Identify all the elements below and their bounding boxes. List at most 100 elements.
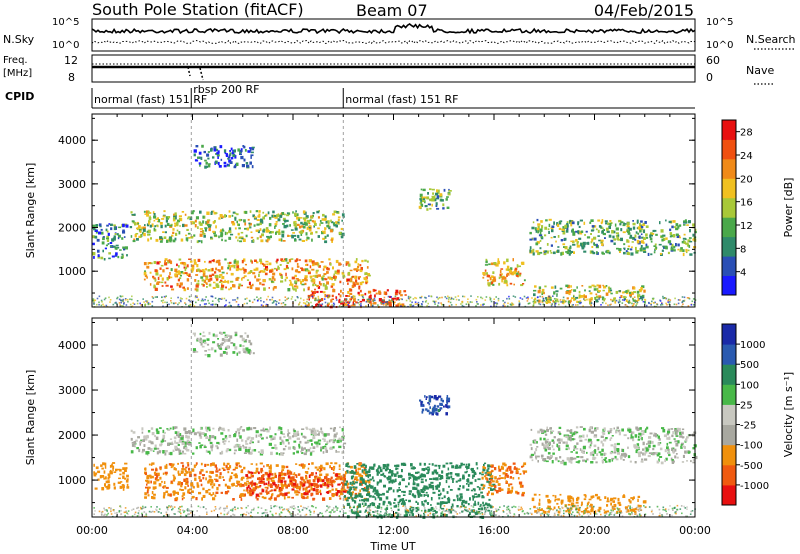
colorbar-tick-label: 12 [740,221,753,232]
colorbar-segment [722,424,736,446]
y-tick-label: 2000 [58,222,86,235]
velocity-panel: 1000 2000 3000 4000 Slant Range [km] -1000 -50… [24,317,795,519]
echo-region [143,258,371,292]
freq-panel-frame [91,54,696,83]
echo-region [244,471,346,497]
cpid-label: CPID [5,90,34,103]
colorbar-tick-label: -100 [740,441,763,452]
echo-region [481,462,528,497]
echo-region [529,426,698,466]
colorbar-segment [722,178,736,199]
y-tick-label: 2000 [58,429,86,442]
y-tick-label: 4000 [58,339,86,352]
noise-top-tick: 10^5 [52,17,79,28]
freq-bottom-tick: 8 [68,71,75,84]
colorbar-segment [722,464,736,486]
echo-region [92,223,129,261]
x-tick-label: 00:00 [76,524,108,537]
beam-label: Beam 07 [356,1,428,20]
x-tick-label: 04:00 [177,524,209,537]
nave-bottom-tick: 0 [706,71,713,84]
echo-regions [92,144,697,309]
noise-top-tick-right: 10^5 [706,17,733,28]
echo-region [130,426,347,456]
colorbar-segment [722,344,736,365]
nsky-trace [91,23,696,35]
freq-unit-label: [MHz] [3,68,32,79]
nsearch-trace [91,39,696,45]
echo-region [144,462,371,502]
nave-top-tick: 60 [706,54,720,67]
echo-region [419,395,451,416]
echo-region [193,144,255,169]
echo-regions [93,331,698,519]
date-label: 04/Feb/2015 [594,1,694,20]
echo-region [531,493,647,515]
freq-top-tick: 12 [64,54,78,67]
colorbar-tick-label: -25 [740,421,756,432]
y-axis-label: Slant Range [km] [24,370,37,466]
x-tick-label: 00:00 [679,524,711,537]
y-tick-label: 3000 [58,384,86,397]
noise-bottom-tick-right: 10^0 [706,40,733,51]
colorbar-label: Velocity [m s⁻¹] [782,372,795,457]
colorbar-tick-label: 100 [740,380,759,391]
velocity-colorbar: -1000 -500 -100 -25 25 100 500 1000 Velocity [m … [721,323,795,506]
y-tick-label: 4000 [58,134,86,147]
cpid-mode-label: rbsp 200 RF [193,83,259,96]
colorbar-segment [722,384,736,405]
colorbar-segment [722,324,736,345]
colorbar-segment [722,404,736,425]
echo-region [93,462,130,491]
echo-region [192,331,255,358]
near-range-scatter [92,295,697,308]
echo-region [129,210,345,244]
echo-region [418,188,452,211]
x-tick-label: 16:00 [478,524,510,537]
echo-region [343,462,496,519]
colorbar-tick-label: 4 [740,268,746,279]
colorbar-segment [722,217,736,238]
freq-dropout [187,66,204,81]
panel-frame [91,113,696,308]
colorbar-tick-label: -500 [740,461,763,472]
colorbar-tick-label: 28 [740,128,753,139]
nsky-label: N.Sky [3,33,35,46]
colorbar-segment [722,236,736,257]
colorbar-tick-label: 20 [740,174,753,185]
colorbar-tick-label: 1000 [740,340,765,351]
time-axis: 00:00 04:00 08:00 12:00 16:00 20:00 00:00 [76,114,711,537]
colorbar-tick-label: 8 [740,244,746,255]
colorbar-segment [722,120,736,140]
colorbar-segment [722,275,736,296]
echo-region [306,288,407,309]
echo-region [529,218,697,257]
colorbar-label: Power [dB] [782,178,795,238]
nave-label: Nave [746,64,774,77]
nsearch-label: N.Search [746,33,796,46]
colorbar-tick-label: 25 [740,400,753,411]
y-tick-label: 1000 [58,474,86,487]
colorbar-segment [722,197,736,218]
power-colorbar: 4 8 12 16 20 24 28 Power [dB] [721,119,795,296]
y-tick-label: 1000 [58,265,86,278]
colorbar-tick-label: 24 [740,151,753,162]
cpid-mode-label: normal (fast) 151 RF [345,93,458,106]
colorbar-segment [722,158,736,179]
x-tick-label: 08:00 [277,524,309,537]
colorbar-segment [722,484,736,506]
y-tick-label: 3000 [58,178,86,191]
colorbar-segment [722,444,736,466]
noise-panel-frame [91,18,696,52]
colorbar-tick-label: -1000 [740,481,769,492]
panel-frame [91,317,696,518]
x-axis-label: Time UT [369,540,415,553]
colorbar-tick-label: 16 [740,198,753,209]
station-title: South Pole Station (fitACF) [92,0,304,19]
colorbar-tick-label: 500 [740,360,759,371]
power-panel: 1000 2000 3000 4000 Slant Range [km] 4 8 12 16 20… [24,113,795,309]
noise-traces [91,23,696,45]
